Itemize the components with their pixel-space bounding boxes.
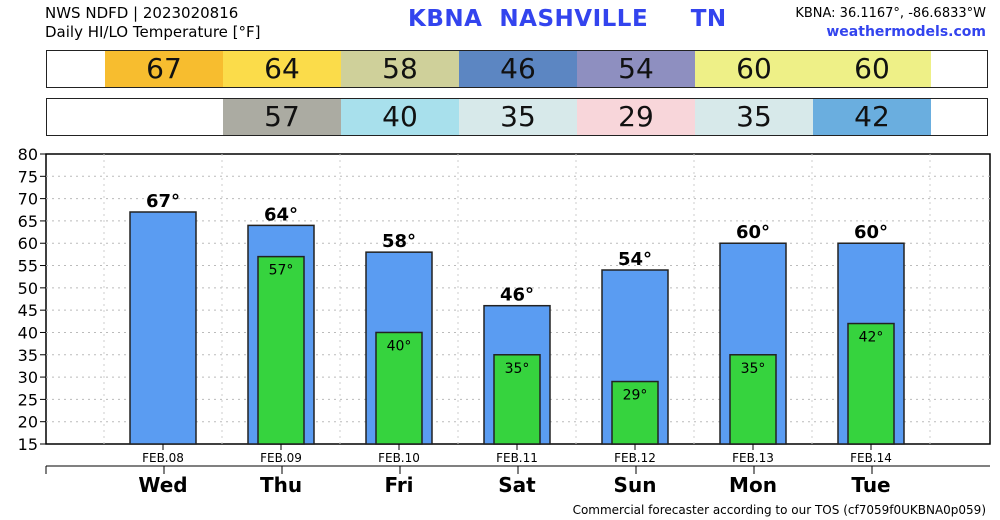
x-tick-label: FEB.14 [850, 451, 892, 465]
station-coords: KBNA: 36.1167°, -86.6833°W [795, 6, 986, 21]
high-bar [129, 211, 197, 445]
x-tick-label: FEB.09 [260, 451, 302, 465]
y-tick-label: 35 [18, 346, 38, 365]
y-tick-label: 80 [18, 145, 38, 164]
low-bar-label: 29° [623, 388, 648, 404]
day-label: Wed [138, 473, 187, 497]
high-bar-label: 60° [736, 222, 770, 243]
day-label: Thu [260, 473, 302, 497]
x-tick-label: FEB.12 [614, 451, 656, 465]
site-link[interactable]: weathermodels.com [826, 24, 986, 40]
high-bar-label: 64° [264, 204, 298, 225]
low-temp-cell: 35 [459, 99, 577, 135]
low-bar-label: 42° [859, 330, 884, 346]
y-tick-label: 55 [18, 257, 38, 276]
low-temp-cell: 29 [577, 99, 695, 135]
high-bar-label: 60° [854, 222, 888, 243]
low-temp-cell: 35 [695, 99, 813, 135]
x-tick-label: FEB.10 [378, 451, 420, 465]
station-title: KBNA NASHVILLE TN [408, 6, 727, 32]
y-tick-label: 60 [18, 234, 38, 253]
low-bar [493, 354, 541, 445]
day-label: Sat [498, 473, 536, 497]
high-temperature-strip: 67 64 58 46 54 60 60 [46, 50, 988, 88]
low-bar-label: 57° [269, 263, 294, 279]
x-tick-label: FEB.11 [496, 451, 538, 465]
low-temperature-strip: 57 40 35 29 35 42 [46, 98, 988, 136]
high-temp-cell: 60 [813, 51, 931, 87]
y-tick-label: 75 [18, 167, 38, 186]
low-bar [847, 322, 895, 445]
day-label: Mon [729, 473, 777, 497]
low-bar-label: 35° [741, 361, 766, 377]
high-temp-cell: 60 [695, 51, 813, 87]
low-bar [729, 354, 777, 445]
high-temp-cell: 54 [577, 51, 695, 87]
low-temp-cell: 57 [223, 99, 341, 135]
temperature-chart: 15 20 25 30 35 40 45 50 55 60 65 70 75 80 67° FEB.08 Wed… [18, 145, 991, 497]
high-temp-cell: 64 [223, 51, 341, 87]
y-tick-label: 70 [18, 190, 38, 209]
y-tick-label: 40 [18, 323, 38, 342]
low-bar-label: 35° [505, 361, 530, 377]
high-temp-cell: 58 [341, 51, 459, 87]
low-temp-cell: 40 [341, 99, 459, 135]
high-temp-cell: 67 [105, 51, 223, 87]
y-tick-label: 15 [18, 435, 38, 454]
high-bar-label: 54° [618, 249, 652, 270]
day-label: Tue [851, 473, 890, 497]
y-tick-label: 65 [18, 212, 38, 231]
header-info: NWS NDFD | 2023020816 Daily HI/LO Temper… [45, 4, 261, 42]
chart-title: Daily HI/LO Temperature [°F] [45, 23, 261, 41]
low-bar [257, 255, 305, 445]
low-temp-cell: 42 [813, 99, 931, 135]
x-tick-label: FEB.13 [732, 451, 774, 465]
high-temp-cell: 46 [459, 51, 577, 87]
footer-note: Commercial forecaster according to our T… [572, 503, 986, 517]
run-label: NWS NDFD | 2023020816 [45, 4, 239, 22]
low-bar [375, 331, 423, 445]
y-tick-label: 30 [18, 368, 38, 387]
y-tick-label: 45 [18, 301, 38, 320]
y-tick-label: 50 [18, 279, 38, 298]
x-tick-label: FEB.08 [142, 451, 184, 465]
y-tick-label: 20 [18, 413, 38, 432]
high-bar-label: 67° [146, 191, 180, 212]
day-label: Fri [384, 473, 413, 497]
low-bar-label: 40° [387, 338, 412, 354]
header-right: KBNA: 36.1167°, -86.6833°W weathermodels… [795, 5, 986, 41]
y-tick-label: 25 [18, 390, 38, 409]
high-bar-label: 46° [500, 285, 534, 306]
low-bar [611, 380, 659, 445]
high-bar-label: 58° [382, 231, 416, 252]
day-label: Sun [614, 473, 657, 497]
